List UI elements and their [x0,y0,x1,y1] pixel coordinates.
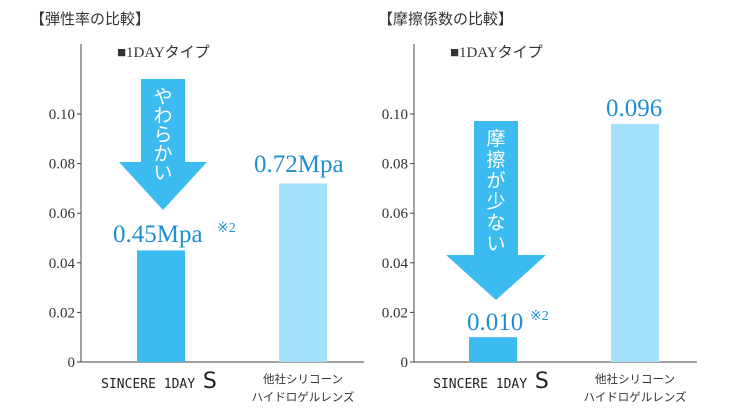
value-note: ※2 [217,221,236,236]
y-tick-label: 0.02 [49,305,75,321]
category-label-sincere: SINCERE 1DAY S [101,369,217,394]
category-label-line1: 他社シリコーン [595,372,675,386]
y-tick-label: 0.10 [382,107,408,123]
y-tick-label: 0.02 [382,305,408,321]
value-label: 0.45Mpa [113,221,203,248]
chart-panel-2: 【摩擦係数の比較】 ■1DAYタイプ 0 0.02 0.04 0.06 0.08 0.10 摩擦… [378,10,697,404]
value-label: 0.096 [606,95,662,122]
chart-title: 【摩擦係数の比較】 [378,10,513,28]
bar-other [279,183,327,362]
chart-panel-1: 【弾性率の比較】 ■1DAYタイプ 0 0.02 0.04 0.06 0.08 0.10 やわら… [30,10,364,404]
category-label-line1: 他社シリコーン [263,372,343,386]
bar-other [611,123,659,362]
y-tick-label: 0.04 [382,256,409,272]
y-tick-label: 0 [68,355,76,371]
category-brand-name: SINCERE 1DAY [433,377,535,392]
value-label: 0.72Mpa [254,151,344,178]
chart-title: 【弾性率の比較】 [30,10,150,28]
category-brand-name: SINCERE 1DAY [101,377,203,392]
category-label-line2: ハイドロゲルレンズ [251,390,354,404]
category-label-sincere: SINCERE 1DAY S [433,369,549,394]
series-label: ■1DAYタイプ [117,44,210,61]
y-tick-label: 0.10 [49,107,75,123]
value-label: 0.010 [467,309,523,336]
value-note: ※2 [530,309,549,324]
category-label-line2: ハイドロゲルレンズ [583,390,686,404]
down-arrow-icon [446,121,546,300]
bar-sincere [469,337,517,362]
y-tick-label: 0.06 [382,206,409,222]
down-arrow-icon [119,79,207,210]
y-tick-label: 0.04 [49,256,76,272]
arrow-text: やわらかい [153,86,172,184]
y-tick-label: 0.06 [49,206,76,222]
bar-sincere [137,250,185,362]
y-tick-label: 0.08 [49,157,75,173]
series-label: ■1DAYタイプ [450,44,543,61]
category-brand-suffix: S [203,369,217,394]
category-brand-suffix: S [535,369,549,394]
y-tick-label: 0.08 [382,157,408,173]
y-tick-label: 0 [401,355,409,371]
arrow-text: 摩擦が少ない [486,128,505,255]
